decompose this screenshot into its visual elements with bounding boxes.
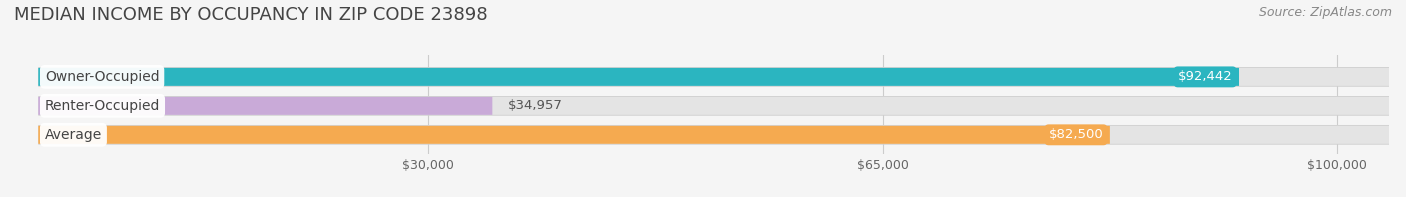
Text: $82,500: $82,500 (1049, 128, 1104, 141)
FancyBboxPatch shape (38, 125, 1389, 145)
Text: $34,957: $34,957 (508, 99, 562, 112)
Text: Source: ZipAtlas.com: Source: ZipAtlas.com (1258, 6, 1392, 19)
FancyBboxPatch shape (38, 126, 1389, 144)
Text: $92,442: $92,442 (1178, 70, 1233, 83)
FancyBboxPatch shape (38, 67, 1389, 87)
Text: Average: Average (45, 128, 103, 142)
FancyBboxPatch shape (38, 68, 1389, 86)
FancyBboxPatch shape (38, 126, 1109, 144)
FancyBboxPatch shape (38, 68, 1239, 86)
Text: MEDIAN INCOME BY OCCUPANCY IN ZIP CODE 23898: MEDIAN INCOME BY OCCUPANCY IN ZIP CODE 2… (14, 6, 488, 24)
FancyBboxPatch shape (38, 96, 1389, 116)
Text: Owner-Occupied: Owner-Occupied (45, 70, 159, 84)
Text: Renter-Occupied: Renter-Occupied (45, 99, 160, 113)
FancyBboxPatch shape (38, 97, 1389, 115)
FancyBboxPatch shape (38, 97, 492, 115)
